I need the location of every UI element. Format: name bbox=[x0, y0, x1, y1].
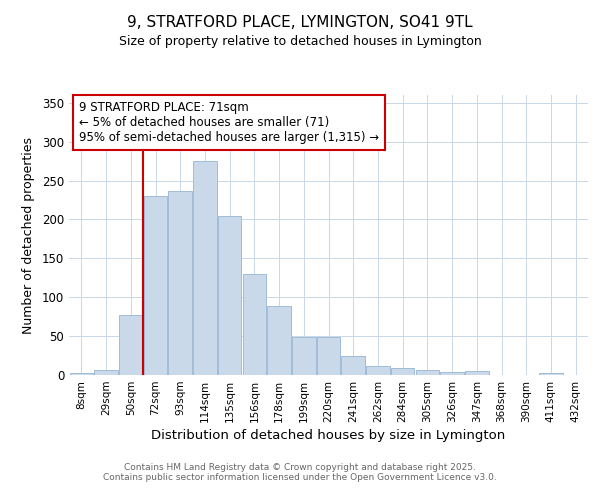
Bar bbox=[218, 216, 241, 375]
Bar bbox=[94, 370, 118, 375]
Bar bbox=[70, 374, 93, 375]
Bar bbox=[268, 306, 291, 375]
Bar bbox=[119, 315, 143, 375]
Bar bbox=[292, 337, 316, 375]
X-axis label: Distribution of detached houses by size in Lymington: Distribution of detached houses by size … bbox=[151, 429, 506, 442]
Bar bbox=[391, 368, 415, 375]
Y-axis label: Number of detached properties: Number of detached properties bbox=[22, 136, 35, 334]
Bar bbox=[317, 337, 340, 375]
Bar bbox=[169, 190, 192, 375]
Text: Contains HM Land Registry data © Crown copyright and database right 2025.
Contai: Contains HM Land Registry data © Crown c… bbox=[103, 463, 497, 482]
Bar bbox=[465, 371, 488, 375]
Text: Size of property relative to detached houses in Lymington: Size of property relative to detached ho… bbox=[119, 34, 481, 48]
Bar bbox=[341, 356, 365, 375]
Bar bbox=[416, 370, 439, 375]
Bar bbox=[242, 274, 266, 375]
Bar bbox=[440, 372, 464, 375]
Bar bbox=[366, 366, 389, 375]
Bar bbox=[539, 374, 563, 375]
Bar bbox=[144, 196, 167, 375]
Bar bbox=[193, 161, 217, 375]
Text: 9, STRATFORD PLACE, LYMINGTON, SO41 9TL: 9, STRATFORD PLACE, LYMINGTON, SO41 9TL bbox=[127, 15, 473, 30]
Text: 9 STRATFORD PLACE: 71sqm
← 5% of detached houses are smaller (71)
95% of semi-de: 9 STRATFORD PLACE: 71sqm ← 5% of detache… bbox=[79, 100, 380, 144]
